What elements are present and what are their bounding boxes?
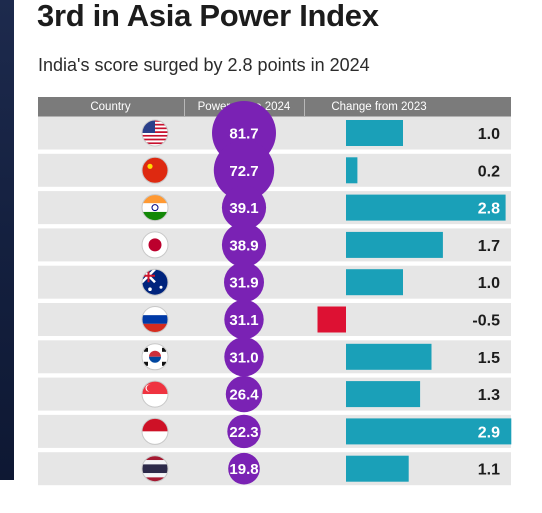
header-country: Country <box>90 101 131 113</box>
change-bar <box>317 306 346 333</box>
table-header: Country Power score 2024 Change from 202… <box>38 97 511 118</box>
change-label: -0.5 <box>472 313 500 330</box>
russia-flag-icon <box>141 306 169 333</box>
change-bar <box>346 418 512 445</box>
change-bar <box>346 120 403 146</box>
change-bar <box>346 381 421 408</box>
change-label: 1.1 <box>478 462 500 479</box>
change-bar <box>346 157 358 184</box>
score-bubble <box>221 185 267 230</box>
row-background <box>38 377 511 411</box>
score-label: 38.9 <box>229 237 258 254</box>
change-label: 2.9 <box>478 424 500 441</box>
thailand-flag-icon <box>141 455 169 483</box>
row-background <box>38 265 511 299</box>
header-divider <box>304 99 305 116</box>
score-label: 72.7 <box>229 163 258 180</box>
row-background <box>38 340 511 374</box>
score-label: 39.1 <box>229 200 258 217</box>
score-bubble <box>213 140 275 201</box>
score-label: 19.8 <box>229 461 258 478</box>
score-label: 31.9 <box>229 275 258 292</box>
score-label: 22.3 <box>229 424 258 441</box>
score-bubble <box>221 222 267 267</box>
singapore-flag-icon <box>141 380 169 408</box>
india-flag-icon <box>141 194 169 222</box>
change-label: 1.0 <box>478 126 500 143</box>
row-background <box>38 303 511 336</box>
change-labels: 1.0 0.2 2.8 1.7 1.0 -0.5 1.5 1.3 2.9 1.1 <box>472 126 500 479</box>
header-change: Change from 2023 <box>331 101 427 113</box>
china-flag-icon <box>141 156 169 184</box>
change-bars <box>317 120 512 482</box>
japan-flag-icon <box>141 231 169 259</box>
score-bubble <box>228 452 260 485</box>
south-korea-flag-icon <box>141 343 169 371</box>
score-label: 26.4 <box>229 387 259 404</box>
change-bar <box>346 269 403 296</box>
change-label: 1.5 <box>478 350 500 367</box>
background-panel <box>0 0 14 480</box>
change-bar <box>346 455 409 482</box>
chart-title: 3rd in Asia Power Index <box>37 0 379 33</box>
change-label: 0.2 <box>478 163 500 180</box>
score-bubbles: 81.7 72.7 39.1 38.9 31.9 31.1 31.0 26.4 22.3 19.8 <box>212 101 276 485</box>
change-label: 2.8 <box>478 201 500 218</box>
header-divider <box>184 99 185 116</box>
change-label: 1.0 <box>478 275 500 292</box>
score-bubble <box>225 375 263 413</box>
score-label: 31.1 <box>229 312 258 329</box>
australia-flag-icon <box>141 268 169 296</box>
change-label: 1.3 <box>478 387 500 404</box>
score-label: 81.7 <box>229 126 258 143</box>
score-bubble <box>224 299 264 340</box>
score-label: 31.0 <box>229 349 258 366</box>
score-bubble <box>224 262 264 303</box>
change-bar <box>346 231 443 258</box>
indonesia-flag-icon <box>141 417 169 445</box>
row-background <box>38 452 511 486</box>
us-flag-icon <box>141 119 169 147</box>
change-bar <box>346 194 506 221</box>
score-bubble <box>224 337 264 377</box>
flags <box>141 119 169 483</box>
row-background <box>38 153 511 187</box>
change-label: 1.7 <box>478 238 500 255</box>
chart-subtitle: India's score surged by 2.8 points in 20… <box>38 55 370 75</box>
change-bar <box>346 343 432 370</box>
score-bubble <box>227 414 261 449</box>
